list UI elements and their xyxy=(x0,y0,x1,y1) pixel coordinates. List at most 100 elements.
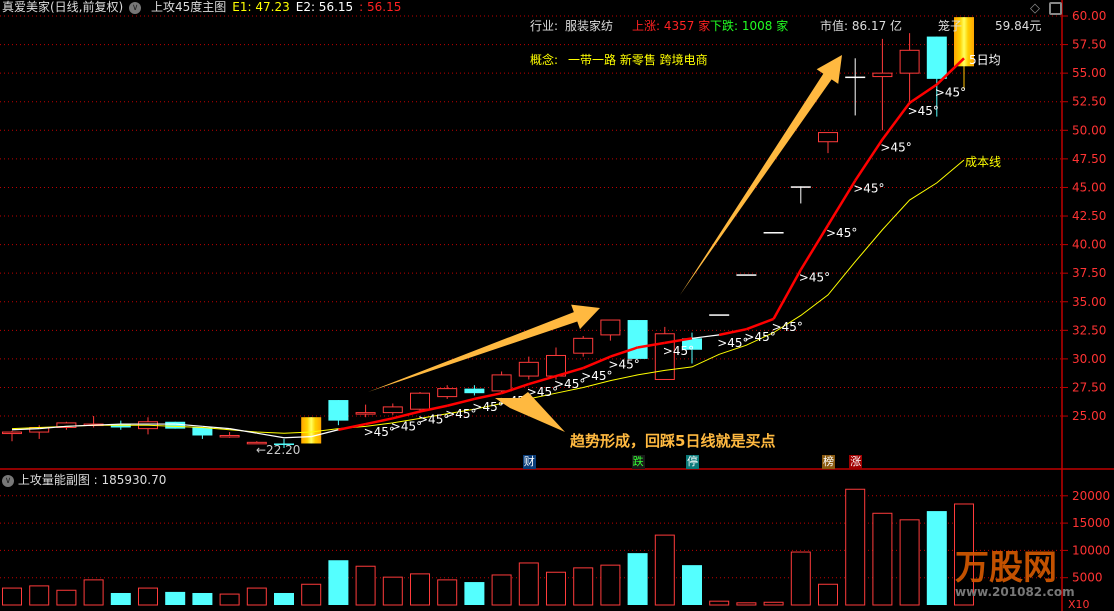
volume-tick-label: 15000 xyxy=(1072,516,1110,530)
signal-badge[interactable]: 财 xyxy=(522,455,536,469)
ma5-line-segment xyxy=(664,337,693,345)
volume-bar xyxy=(818,583,838,606)
pointer-arrow xyxy=(495,392,565,432)
cost-line xyxy=(11,159,965,434)
price-tick-label: 37.50 xyxy=(1072,266,1106,280)
ma5-line-segment xyxy=(637,341,666,349)
candle-body xyxy=(899,49,920,74)
volume-bar xyxy=(736,602,757,606)
panel-toggle-icon[interactable] xyxy=(1049,2,1062,15)
ma5-line-segment xyxy=(446,397,475,407)
volume-bar xyxy=(954,503,974,606)
ma5-line-segment xyxy=(283,436,312,439)
volume-bar xyxy=(899,519,920,606)
annotation-text: 趋势形成，回踩5日线就是买点 xyxy=(570,432,776,450)
low-price-label: ←22.20 xyxy=(256,443,301,457)
candle-body xyxy=(736,274,757,276)
price-tick-label: 27.50 xyxy=(1072,380,1106,394)
watermark-url: www.201082.com xyxy=(955,585,1075,599)
volume-bar xyxy=(763,601,784,606)
candle-body xyxy=(464,388,485,394)
angle-mark: >45° xyxy=(908,104,939,118)
e1-value: E1: 47.23 xyxy=(232,0,290,14)
ma5-line-segment xyxy=(908,83,938,104)
angle-mark: >45° xyxy=(472,400,503,414)
chevron-down-icon[interactable]: ∨ xyxy=(129,1,142,14)
ma5-line-segment xyxy=(474,391,502,401)
signal-badge[interactable]: 涨 xyxy=(849,455,863,469)
angle-mark: >45° xyxy=(663,344,694,358)
angle-mark: >45° xyxy=(608,358,639,372)
e3-value: : 56.15 xyxy=(359,0,402,14)
ma5-line-segment xyxy=(392,410,421,420)
volume-bar xyxy=(872,512,893,606)
volume-bar xyxy=(301,583,322,606)
market-cap: 市值: 86.17 亿 xyxy=(820,19,903,33)
volume-bar xyxy=(410,573,430,606)
angle-mark: >45° xyxy=(853,182,884,196)
cage-label: 笼子 xyxy=(938,19,963,33)
ma5-line-segment xyxy=(93,423,121,426)
down-count: 下跌: 1008 家 xyxy=(710,19,789,33)
price-tick-label: 25.00 xyxy=(1072,409,1106,423)
ma5-line-segment xyxy=(718,327,747,337)
volume-tick-label: 10000 xyxy=(1072,543,1110,557)
volume-unit: X10 xyxy=(1068,598,1090,611)
volume-bar xyxy=(382,576,403,606)
signal-badge[interactable]: 跌 xyxy=(631,455,645,469)
volume-bar xyxy=(682,565,702,605)
ma5-line-segment xyxy=(610,346,638,358)
candle-body xyxy=(219,434,240,438)
ma5-line-segment xyxy=(229,428,257,434)
signal-badge[interactable]: 榜 xyxy=(822,455,835,469)
angle-mark: >45° xyxy=(826,226,857,240)
candle-body xyxy=(627,320,648,359)
volume-bar xyxy=(627,553,648,605)
e2-value: E2: 56.15 xyxy=(295,0,354,14)
diamond-icon[interactable]: ◇ xyxy=(1030,1,1040,16)
volume-bar xyxy=(274,592,294,605)
candle-body xyxy=(954,17,974,67)
ma5-line-segment xyxy=(39,425,67,430)
signal-badge[interactable]: 停 xyxy=(686,455,699,469)
volume-bar xyxy=(246,587,267,606)
candle-body xyxy=(2,431,22,435)
price-tick-label: 50.00 xyxy=(1072,123,1106,137)
angle-mark: >45° xyxy=(418,412,449,426)
indicator-name[interactable]: 上攻45度主图 xyxy=(151,0,227,14)
candle-body xyxy=(192,427,213,436)
candle-body xyxy=(491,374,512,392)
candle-body xyxy=(845,76,866,79)
volume-tick-label: 20000 xyxy=(1072,489,1110,503)
candle-body xyxy=(301,417,322,444)
volume-bar xyxy=(573,567,594,606)
volume-bar xyxy=(464,582,485,605)
angle-mark: >45° xyxy=(880,140,911,154)
candle-body xyxy=(654,333,675,380)
volume-bar xyxy=(83,579,104,606)
candle-body xyxy=(818,132,838,143)
chart-header: 真爱美家(日线,前复权) ∨ 上攻45度主图 E1: 47.23 E2: 56.15:… xyxy=(2,0,407,14)
cage-price: 59.84元 xyxy=(995,19,1042,33)
ma5-line-segment xyxy=(501,382,530,395)
volume-bar xyxy=(355,565,376,606)
price-tick-label: 55.00 xyxy=(1072,66,1106,80)
candle-body xyxy=(573,337,594,354)
volume-bar xyxy=(926,511,947,605)
ma5-line-segment xyxy=(11,428,40,431)
stock-title: 真爱美家(日线,前复权) xyxy=(2,0,124,14)
volume-bar xyxy=(709,600,730,606)
trend-arrow-steep xyxy=(680,55,842,295)
candle-body xyxy=(872,72,893,78)
angle-mark: >45° xyxy=(772,320,803,334)
volume-bar xyxy=(2,587,22,606)
candle-body xyxy=(355,412,376,415)
price-tick-label: 45.00 xyxy=(1072,180,1106,194)
price-tick-label: 60.00 xyxy=(1072,9,1106,23)
ma5-line-segment xyxy=(772,269,802,320)
chevron-down-icon[interactable]: ∨ xyxy=(2,474,14,487)
ma5-line-segment xyxy=(745,317,775,331)
candle-body xyxy=(410,392,430,410)
industry-label: 行业: xyxy=(530,19,559,33)
